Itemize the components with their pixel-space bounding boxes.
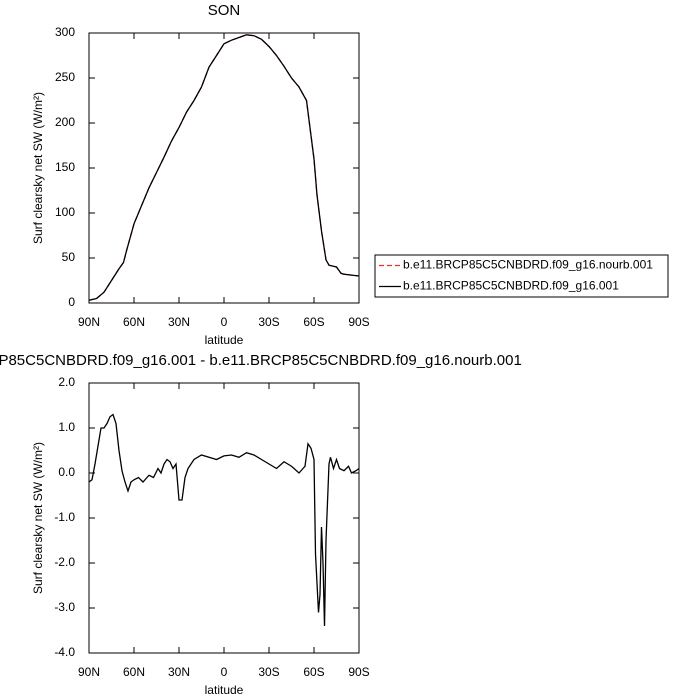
y-tick-label: -1.0 [54,510,75,524]
x-tick-label: 30N [168,315,190,329]
x-tick-label: 60S [303,665,324,679]
y-tick-label: 1.0 [58,420,75,434]
x-tick-label: 90S [348,315,369,329]
y-tick-label: 150 [55,160,75,174]
plot-frame [88,32,360,304]
x-tick-label: 30S [258,665,279,679]
y-tick-label: 300 [55,25,75,39]
x-axis-label: latitude [205,333,244,347]
y-tick-label: -4.0 [54,645,75,659]
x-tick-label: 0 [221,315,228,329]
y-tick-label: 250 [55,70,75,84]
y-tick-label: 2.0 [58,375,75,389]
y-axis-label: Surf clearsky net SW (W/m²) [31,442,45,594]
x-tick-label: 0 [221,665,228,679]
chart-title: b.e11.BRCP85C5CNBDRD.f09_g16.001 - b.e11… [0,352,522,369]
x-tick-label: 60N [123,665,145,679]
y-tick-label: 0 [68,295,75,309]
y-tick-label: -2.0 [54,555,75,569]
x-tick-label: 90N [78,665,100,679]
data-line [88,413,360,627]
legend-box [374,254,669,298]
y-tick-label: 0.0 [58,465,75,479]
chart-title: SON [208,2,241,19]
y-tick-label: 50 [62,250,76,264]
y-tick-label: 200 [55,115,75,129]
data-line [88,34,360,301]
x-axis-label: latitude [205,683,244,697]
y-tick-label: 100 [55,205,75,219]
x-tick-label: 30S [258,315,279,329]
data-line [88,34,360,301]
x-tick-label: 60S [303,315,324,329]
legend-label: b.e11.BRCP85C5CNBDRD.f09_g16.nourb.001 [403,258,653,272]
x-tick-label: 90N [78,315,100,329]
y-axis-label: Surf clearsky net SW (W/m²) [31,92,45,244]
x-tick-label: 30N [168,665,190,679]
x-tick-label: 60N [123,315,145,329]
legend-label: b.e11.BRCP85C5CNBDRD.f09_g16.001 [403,279,619,293]
x-tick-label: 90S [348,665,369,679]
y-tick-label: -3.0 [54,600,75,614]
